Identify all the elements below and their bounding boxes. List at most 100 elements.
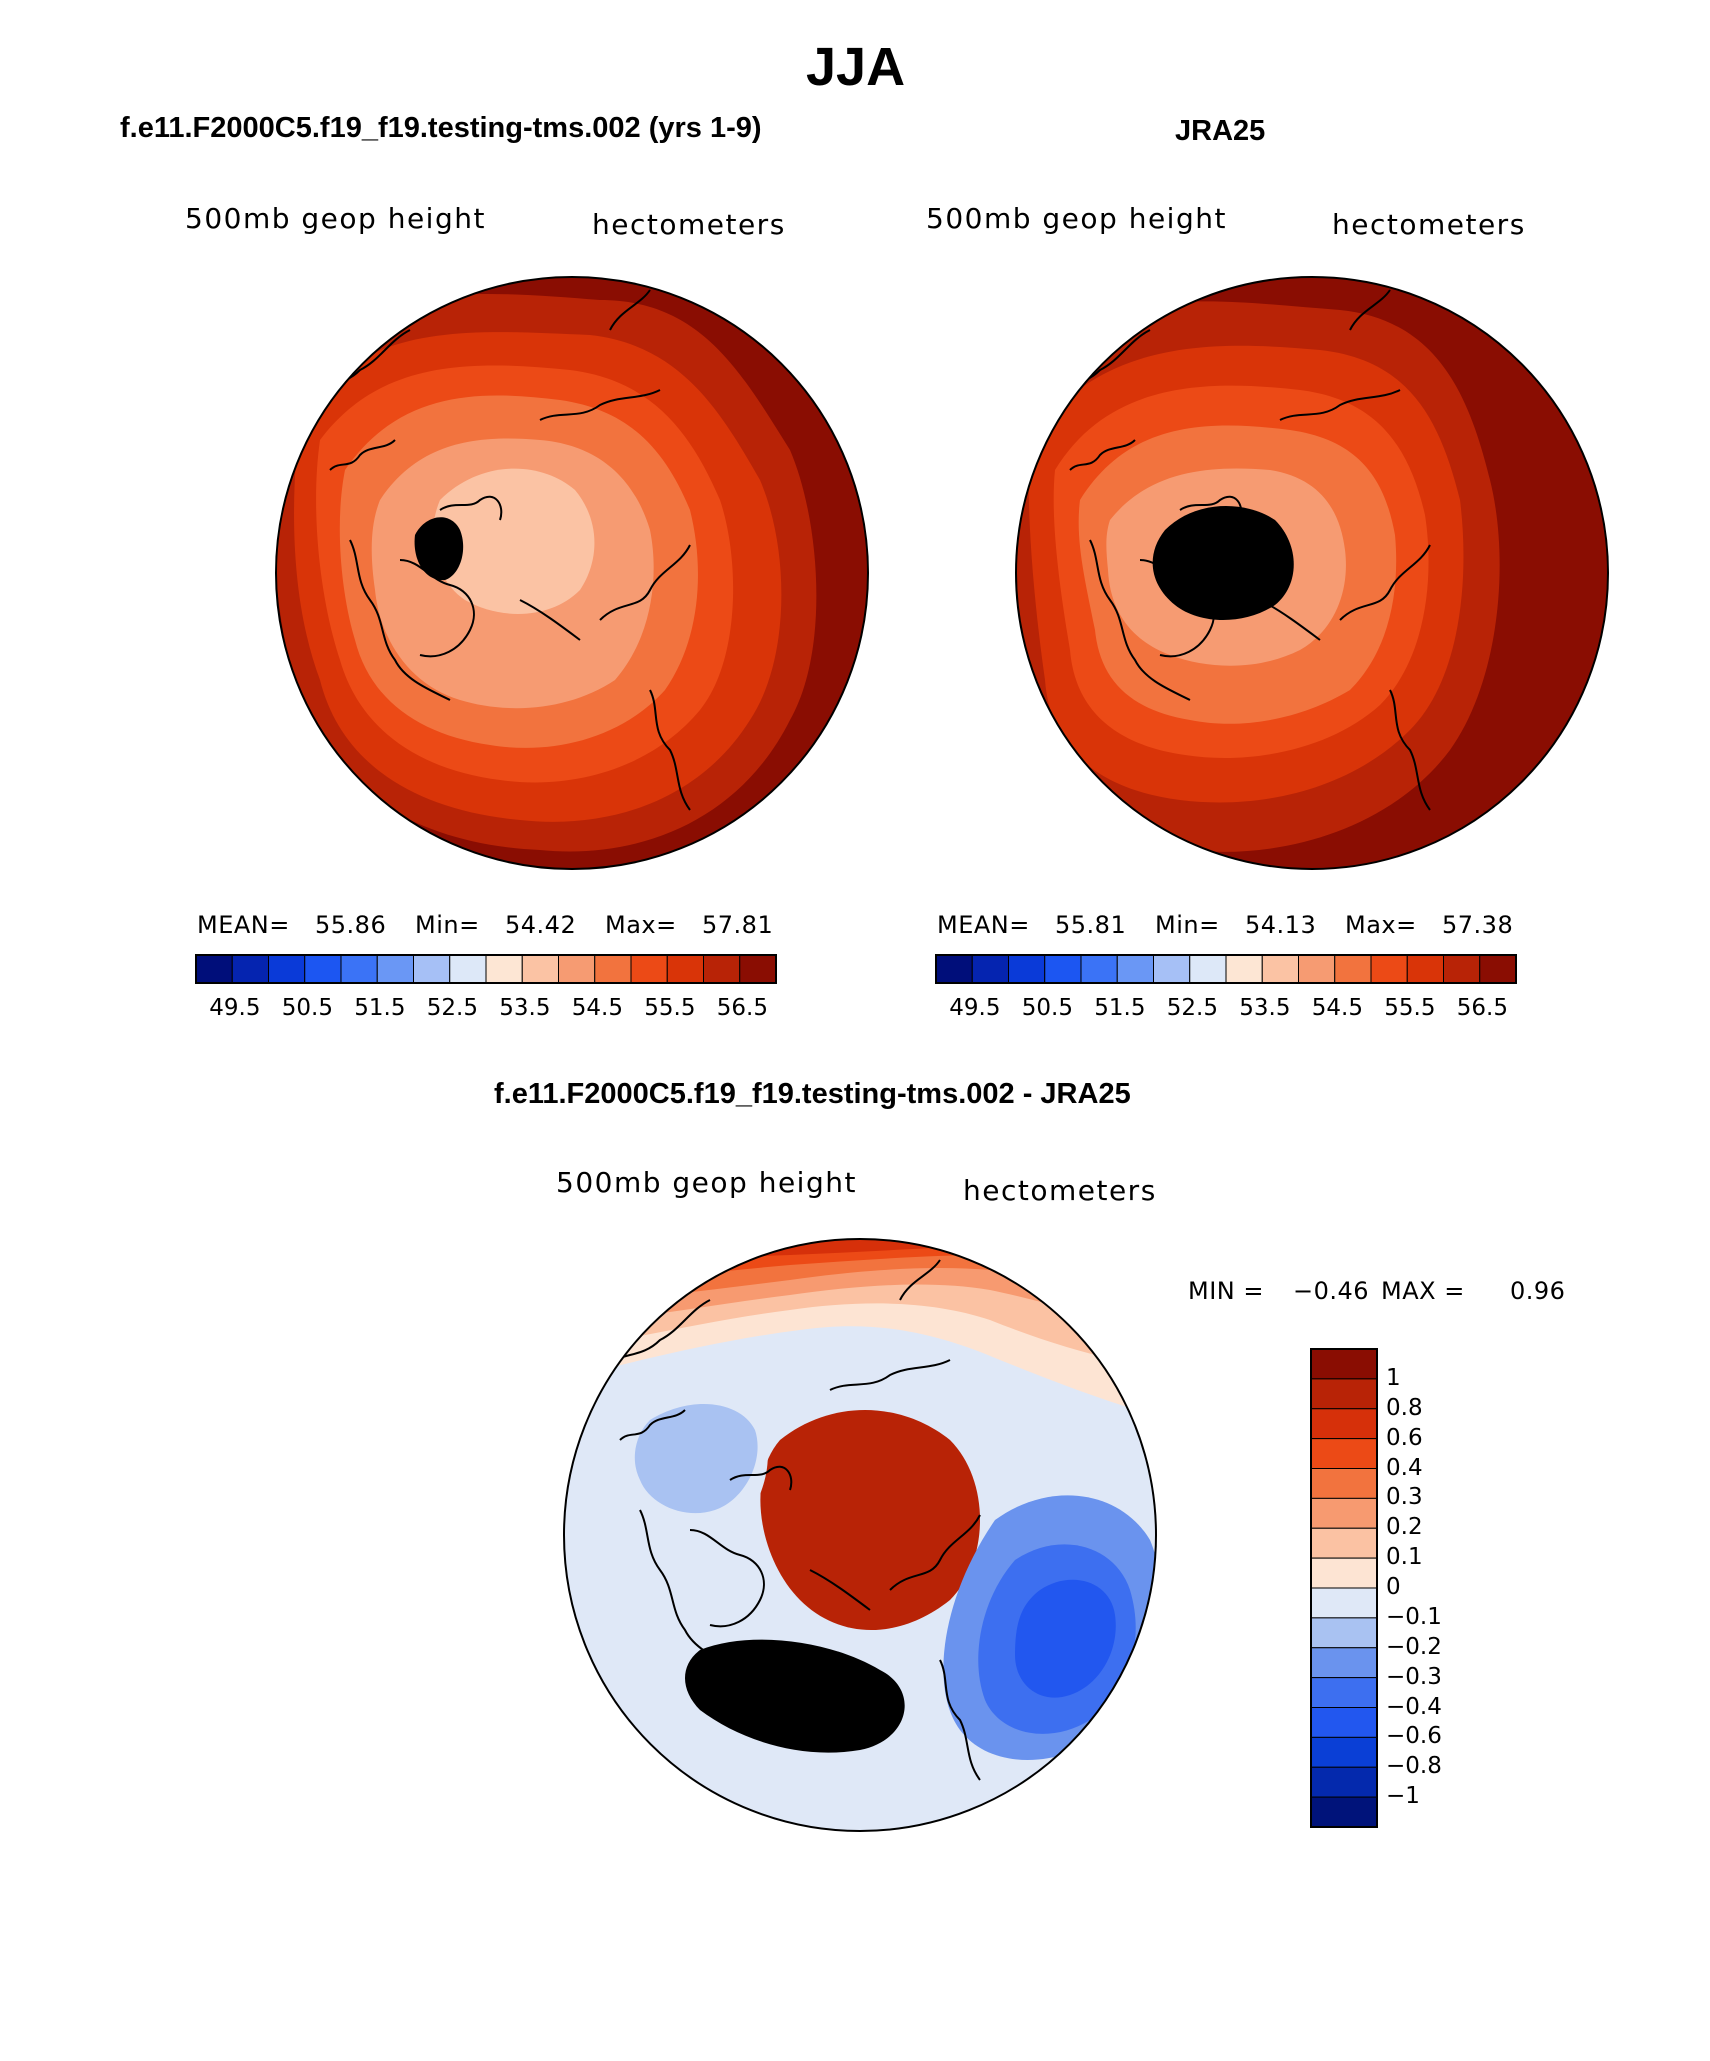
colorbar-tick-label: 49.5: [209, 995, 261, 1021]
diff-variable-label: 500mb geop height: [556, 1166, 857, 1199]
colorbar-tick-label: 0.6: [1386, 1424, 1423, 1451]
colorbar-swatch: [1310, 1378, 1378, 1410]
diff-min-label: MIN =: [1188, 1277, 1264, 1305]
colorbar-swatch: [195, 954, 233, 984]
colorbar-tick-label: 52.5: [426, 995, 478, 1021]
diff-max-value: 0.96: [1510, 1277, 1566, 1305]
obs-units-label: hectometers: [1332, 208, 1526, 241]
model-max-label: Max=: [605, 911, 677, 939]
colorbar-tick-label: −0.3: [1386, 1663, 1442, 1690]
colorbar-swatch: [268, 954, 306, 984]
colorbar-swatch: [1310, 1766, 1378, 1798]
colorbar-tick-label: −0.4: [1386, 1693, 1442, 1720]
obs-mean-label: MEAN=: [937, 911, 1030, 939]
colorbar-tick-label: 53.5: [499, 995, 551, 1021]
colorbar-swatch: [231, 954, 269, 984]
model-contour-band-53_5: [414, 517, 464, 581]
obs-min-label: Min=: [1155, 911, 1220, 939]
colorbar-swatch: [1310, 1408, 1378, 1440]
colorbar-swatch: [1370, 954, 1408, 984]
colorbar-swatch: [558, 954, 596, 984]
colorbar-swatch: [1310, 1796, 1378, 1828]
colorbar-swatch: [340, 954, 378, 984]
model-max-value: 57.81: [702, 911, 774, 939]
colorbar-swatch: [739, 954, 777, 984]
obs-map: [1016, 277, 1608, 869]
colorbar-swatch: [1189, 954, 1227, 984]
colorbar-tick-label: 53.5: [1239, 995, 1291, 1021]
colorbar-tick-label: 51.5: [354, 995, 406, 1021]
colorbar-tick-label: 50.5: [281, 995, 333, 1021]
diff-units-label: hectometers: [963, 1174, 1157, 1207]
colorbar-tick-label: −0.8: [1386, 1753, 1442, 1780]
colorbar-tick-label: −1: [1386, 1783, 1420, 1810]
colorbar-swatch: [1310, 1438, 1378, 1469]
colorbar-swatch: [485, 954, 523, 984]
model-mean-label: MEAN=: [197, 911, 290, 939]
diff-max-label: MAX =: [1381, 1277, 1465, 1305]
colorbar-swatch: [1310, 1617, 1378, 1649]
colorbar-swatch: [1310, 1647, 1378, 1679]
colorbar-tick-label: 55.5: [644, 995, 696, 1021]
obs-colorbar: [935, 954, 1517, 984]
colorbar-swatch: [1310, 1468, 1378, 1499]
diff-min-value: −0.46: [1293, 1277, 1370, 1305]
obs-mean-value: 55.81: [1055, 911, 1127, 939]
colorbar-tick-label: 0: [1386, 1574, 1401, 1600]
colorbar-swatch: [1310, 1677, 1378, 1708]
colorbar-swatch: [935, 954, 973, 984]
colorbar-swatch: [1153, 954, 1191, 984]
colorbar-swatch: [1310, 1527, 1378, 1559]
colorbar-outline: [935, 954, 1517, 984]
colorbar-swatch: [1261, 954, 1299, 984]
diff-map-border: [563, 1238, 1157, 1832]
obs-variable-label: 500mb geop height: [926, 202, 1227, 235]
colorbar-swatch: [1225, 954, 1263, 984]
diff-contour-pos-6: [760, 1410, 980, 1630]
colorbar-tick-label: −0.2: [1386, 1633, 1442, 1660]
model-map: [276, 277, 868, 869]
colorbar-swatch: [1080, 954, 1118, 984]
model-panel-title: f.e11.F2000C5.f19_f19.testing-tms.002 (y…: [120, 112, 762, 144]
colorbar-swatch: [1443, 954, 1481, 984]
model-min-value: 54.42: [505, 911, 577, 939]
colorbar-swatch: [304, 954, 342, 984]
colorbar-swatch: [1310, 1557, 1378, 1589]
colorbar-swatch: [1044, 954, 1082, 984]
obs-max-value: 57.38: [1442, 911, 1514, 939]
colorbar-swatch: [594, 954, 632, 984]
colorbar-swatch: [376, 954, 414, 984]
colorbar-tick-label: 55.5: [1384, 995, 1436, 1021]
diff-map: [564, 1239, 1156, 1831]
colorbar-tick-label: 1: [1386, 1364, 1401, 1391]
colorbar-swatch: [1310, 1736, 1378, 1768]
colorbar-swatch: [1310, 1707, 1378, 1738]
colorbar-swatch: [1008, 954, 1046, 984]
colorbar-swatch: [703, 954, 741, 984]
colorbar-swatch: [413, 954, 451, 984]
obs-coastlines: [1039, 289, 1431, 811]
diff-panel-title: f.e11.F2000C5.f19_f19.testing-tms.002 - …: [494, 1078, 1131, 1110]
obs-map-border: [1015, 276, 1609, 870]
colorbar-tick-label: 0.1: [1386, 1544, 1423, 1571]
colorbar-tick-label: 54.5: [571, 995, 623, 1021]
model-min-label: Min=: [415, 911, 480, 939]
colorbar-swatch: [1310, 1587, 1378, 1619]
colorbar-swatch: [449, 954, 487, 984]
colorbar-swatch: [971, 954, 1009, 984]
colorbar-tick-label: −0.6: [1386, 1723, 1442, 1750]
colorbar-tick-label: 0.3: [1386, 1484, 1423, 1511]
obs-max-label: Max=: [1345, 911, 1417, 939]
model-map-border: [275, 276, 869, 870]
diff-contour-neg-6: [685, 1639, 905, 1753]
colorbar-swatch: [1298, 954, 1336, 984]
diff-colorbar: [1310, 1348, 1378, 1828]
colorbar-swatch: [1310, 1348, 1378, 1380]
diff-contour-neg-5: [1015, 1579, 1116, 1698]
model-units-label: hectometers: [592, 208, 786, 241]
colorbar-tick-label: 52.5: [1166, 995, 1218, 1021]
colorbar-tick-label: 51.5: [1094, 995, 1146, 1021]
colorbar-tick-label: −0.1: [1386, 1603, 1442, 1630]
colorbar-tick-label: 0.2: [1386, 1514, 1423, 1541]
